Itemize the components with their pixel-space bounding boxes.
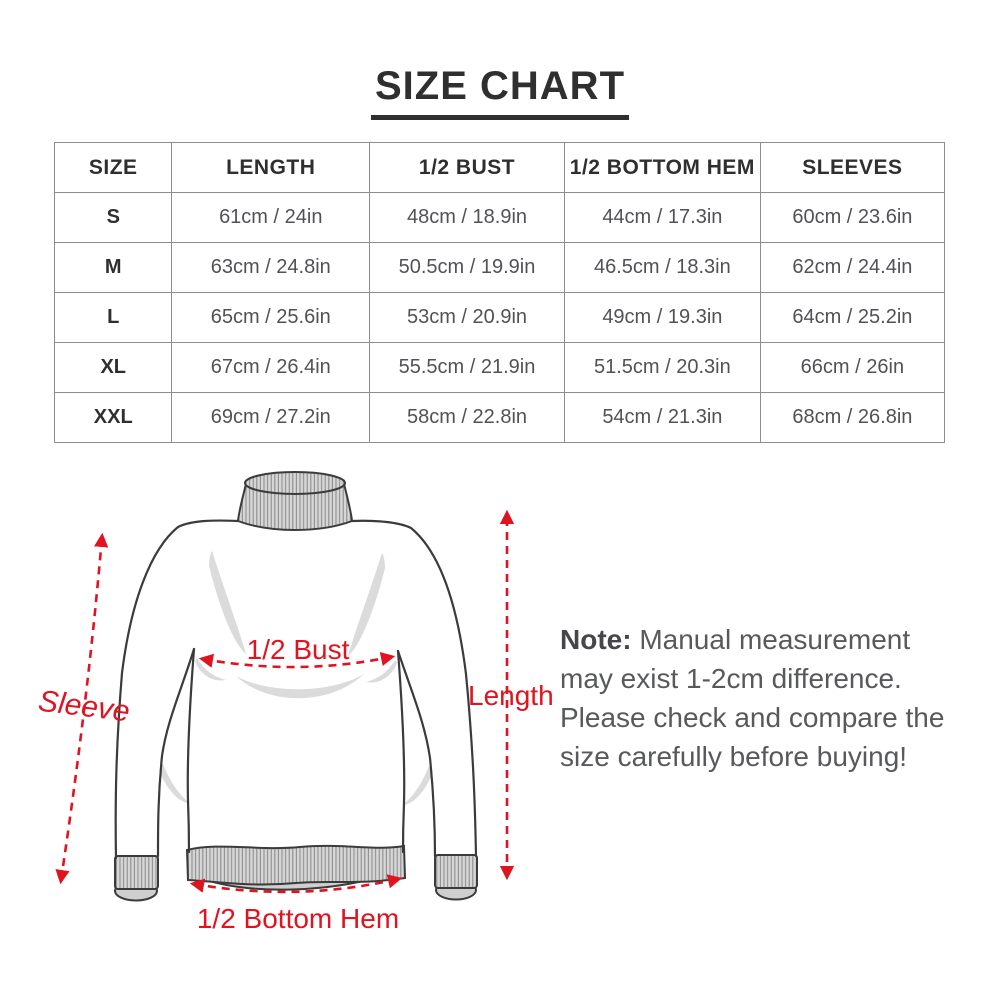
cell-sleeves: 62cm / 24.4in — [759, 242, 946, 293]
bottom-hem-label: 1/2 Bottom Hem — [196, 903, 400, 934]
table-row-m: M 63cm / 24.8in 50.5cm / 19.9in 46.5cm /… — [53, 242, 946, 293]
left-cuff — [114, 855, 159, 902]
table-row-xl: XL 67cm / 26.4in 55.5cm / 21.9in 51.5cm … — [53, 342, 946, 393]
cell-length: 61cm / 24in — [171, 192, 371, 243]
note-label: Note: — [560, 624, 632, 655]
hem-band — [185, 844, 407, 886]
cell-length: 69cm / 27.2in — [171, 392, 371, 443]
cell-bottom-hem: 49cm / 19.3in — [563, 292, 761, 343]
header-size: SIZE — [53, 142, 173, 193]
size-table-body: S 61cm / 24in 48cm / 18.9in 44cm / 17.3i… — [53, 192, 946, 443]
sleeve-arrow — [55, 532, 109, 885]
cell-bust: 48cm / 18.9in — [369, 192, 565, 243]
cell-bottom-hem: 46.5cm / 18.3in — [563, 242, 761, 293]
bust-label: 1/2 Bust — [246, 634, 350, 665]
note-text-block: Note: Manual measurement may exist 1-2cm… — [560, 620, 955, 776]
header-bottom-hem: 1/2 BOTTOM HEM — [563, 142, 761, 193]
cell-bottom-hem: 51.5cm / 20.3in — [563, 342, 761, 393]
header-sleeves: SLEEVES — [759, 142, 946, 193]
cell-size: XXL — [53, 392, 173, 443]
header-bust: 1/2 BUST — [369, 142, 565, 193]
size-table: SIZE LENGTH 1/2 BUST 1/2 BOTTOM HEM SLEE… — [53, 142, 946, 443]
cell-size: XL — [53, 342, 173, 393]
cell-sleeves: 66cm / 26in — [759, 342, 946, 393]
cell-sleeves: 68cm / 26.8in — [759, 392, 946, 443]
header-length: LENGTH — [171, 142, 371, 193]
page-title: SIZE CHART — [371, 64, 629, 120]
cell-bust: 53cm / 20.9in — [369, 292, 565, 343]
note-body: Manual measurement may exist 1-2cm diffe… — [560, 624, 945, 772]
cell-length: 63cm / 24.8in — [171, 242, 371, 293]
cell-size: L — [53, 292, 173, 343]
sweater-shading — [159, 551, 433, 805]
measurement-arrows — [55, 509, 515, 894]
table-row-s: S 61cm / 24in 48cm / 18.9in 44cm / 17.3i… — [53, 192, 946, 243]
title-wrap: SIZE CHART — [0, 64, 1000, 120]
cell-bust: 50.5cm / 19.9in — [369, 242, 565, 293]
bottom-hem-arrow — [189, 874, 403, 894]
collar — [236, 471, 354, 531]
cell-sleeves: 64cm / 25.2in — [759, 292, 946, 343]
table-row-xxl: XXL 69cm / 27.2in 58cm / 22.8in 54cm / 2… — [53, 392, 946, 443]
size-table-header: SIZE LENGTH 1/2 BUST 1/2 BOTTOM HEM SLEE… — [53, 142, 946, 193]
cell-size: M — [53, 242, 173, 293]
length-label: Length — [468, 680, 554, 711]
cell-bottom-hem: 44cm / 17.3in — [563, 192, 761, 243]
sweater-outline — [114, 519, 478, 860]
cell-size: S — [53, 192, 173, 243]
cell-length: 67cm / 26.4in — [171, 342, 371, 393]
right-cuff — [434, 854, 478, 901]
cell-bottom-hem: 54cm / 21.3in — [563, 392, 761, 443]
table-header-row: SIZE LENGTH 1/2 BUST 1/2 BOTTOM HEM SLEE… — [53, 142, 946, 193]
cell-bust: 58cm / 22.8in — [369, 392, 565, 443]
cell-bust: 55.5cm / 21.9in — [369, 342, 565, 393]
